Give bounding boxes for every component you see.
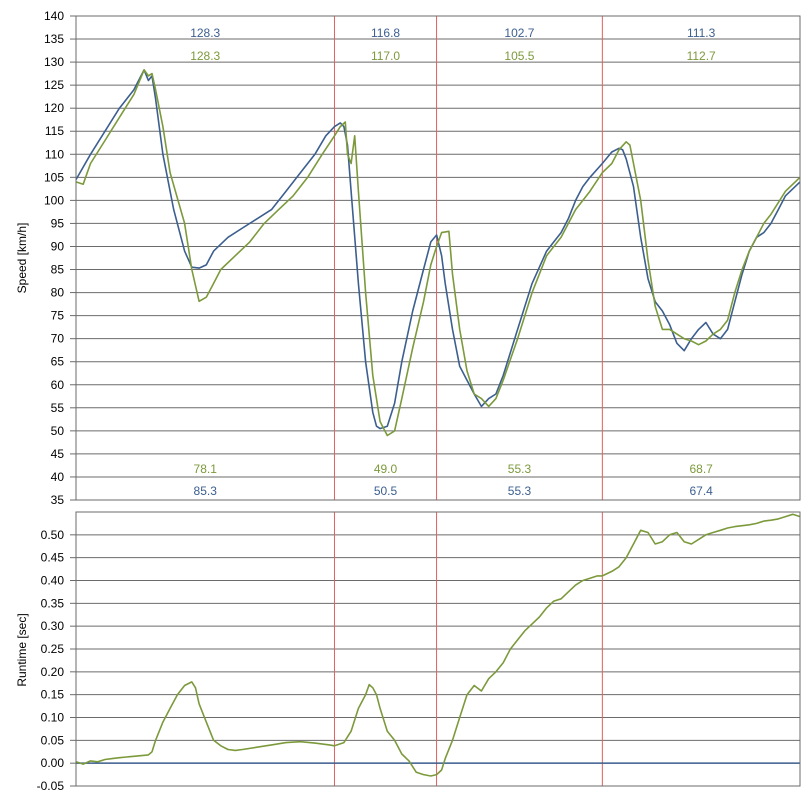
y-tick-label: 0.05 xyxy=(41,733,65,747)
y-tick-label: 0.40 xyxy=(41,574,65,588)
y-tick-label: -0.05 xyxy=(37,779,65,793)
y-tick-label: 95 xyxy=(51,216,65,230)
y-tick-label: 0.35 xyxy=(41,596,65,610)
sector-min-blue-label: 85.3 xyxy=(194,484,218,498)
y-tick-label: 0.50 xyxy=(41,528,65,542)
y-tick-label: 120 xyxy=(44,101,64,115)
sector-max-blue-label: 111.3 xyxy=(687,26,716,40)
y-tick-label: 50 xyxy=(51,424,65,438)
y-tick-label: 0.15 xyxy=(41,688,65,702)
sector-min-blue-label: 50.5 xyxy=(374,484,398,498)
y-tick-label: 40 xyxy=(51,470,65,484)
sector-max-blue-label: 116.8 xyxy=(371,26,400,40)
y-tick-label: 65 xyxy=(51,355,65,369)
y-tick-label: 0.25 xyxy=(41,642,65,656)
sector-max-blue-label: 102.7 xyxy=(504,26,534,40)
y-tick-label: 70 xyxy=(51,332,65,346)
sector-max-green-label: 112.7 xyxy=(687,49,716,63)
blue-series-line xyxy=(75,69,801,430)
y-tick-label: 75 xyxy=(51,309,65,323)
y-tick-label: 100 xyxy=(44,193,64,207)
y-tick-label: 0.45 xyxy=(41,551,65,565)
y-tick-label: 0.20 xyxy=(41,665,65,679)
green-series-line xyxy=(75,69,801,437)
speed-axis-label: Speed [km/h] xyxy=(15,223,29,294)
sector-max-green-label: 128.3 xyxy=(190,49,220,63)
sector-min-green-label: 68.7 xyxy=(689,462,713,476)
y-tick-label: 90 xyxy=(51,239,65,253)
y-tick-label: 45 xyxy=(51,447,65,461)
runtime-axis-label: Runtime [sec] xyxy=(15,613,29,686)
sector-min-green-label: 78.1 xyxy=(194,462,218,476)
sector-max-green-label: 117.0 xyxy=(371,49,400,63)
sector-max-green-label: 105.5 xyxy=(504,49,534,63)
line-series-line xyxy=(75,513,801,777)
sector-min-blue-label: 55.3 xyxy=(508,484,532,498)
y-tick-label: 0.30 xyxy=(41,619,65,633)
y-tick-label: 60 xyxy=(51,378,65,392)
y-tick-label: 105 xyxy=(44,170,64,184)
sector-max-blue-label: 128.3 xyxy=(190,26,220,40)
y-tick-label: 0.10 xyxy=(41,711,65,725)
y-tick-label: 125 xyxy=(44,78,64,92)
y-tick-label: 55 xyxy=(51,401,65,415)
y-tick-label: 115 xyxy=(45,124,64,138)
y-tick-label: 140 xyxy=(44,9,64,23)
plot-frame xyxy=(75,511,801,787)
y-tick-label: 130 xyxy=(44,55,64,69)
y-tick-label: 85 xyxy=(51,263,65,277)
y-tick-label: 110 xyxy=(45,147,64,161)
sector-min-blue-label: 67.4 xyxy=(689,484,713,498)
plot-frame xyxy=(75,15,801,501)
speed-panel: 35 40 45 50 55 60 65 70 75 80 85 90 95 100 105 110 115 12… xyxy=(44,9,801,507)
y-tick-label: 35 xyxy=(51,493,65,507)
sector-min-green-label: 55.3 xyxy=(508,462,532,476)
sector-min-green-label: 49.0 xyxy=(374,462,398,476)
y-tick-label: 135 xyxy=(44,32,64,46)
y-tick-label: 80 xyxy=(51,286,65,300)
y-tick-label: 0.00 xyxy=(41,756,65,770)
runtime-panel: -0.05 0.00 0.05 0.10 0.15 0.20 0.25 0.30 0.35 0.4… xyxy=(37,511,801,793)
